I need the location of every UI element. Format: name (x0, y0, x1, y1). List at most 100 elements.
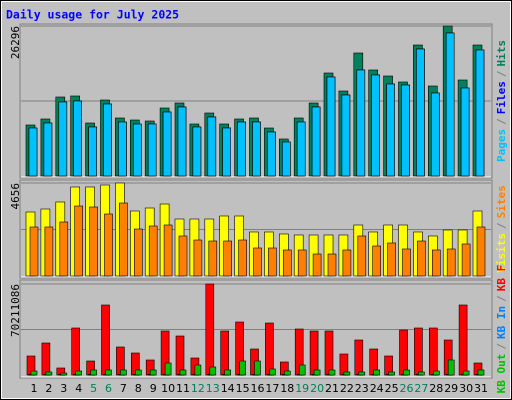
bar (447, 359, 455, 376)
y-tick-label: 26296 (9, 26, 22, 59)
legend-entry: Visits (495, 233, 508, 273)
bar (163, 224, 173, 277)
legend-entry: Hits (495, 40, 508, 67)
x-tick-label: 20 (310, 382, 324, 395)
x-tick-label: 18 (280, 382, 294, 395)
legend-entry: KB In (495, 306, 508, 339)
bar (313, 369, 321, 376)
y-tick-label: 4656 (9, 183, 22, 210)
x-tick-label: 8 (135, 382, 142, 395)
bar (357, 235, 367, 277)
x-tick-label: 1 (31, 382, 38, 395)
legend: Visits / Sites (495, 185, 508, 273)
bar (311, 106, 321, 177)
x-tick-label: 29 (444, 382, 458, 395)
bar (179, 369, 187, 376)
bar (267, 131, 276, 177)
bar (309, 330, 319, 376)
bar (327, 253, 337, 277)
x-tick-label: 24 (370, 382, 384, 395)
x-tick-label: 30 (459, 382, 473, 395)
bar (208, 240, 218, 277)
x-tick-label: 28 (429, 382, 443, 395)
x-tick-label: 23 (355, 382, 369, 395)
bar (476, 226, 486, 277)
bar (414, 327, 423, 376)
bar (44, 226, 54, 277)
legend-separator: / (495, 222, 508, 229)
y-tick-label: 70211086 (9, 284, 22, 337)
bar (133, 123, 142, 177)
x-tick-label: 9 (150, 382, 157, 395)
bar (73, 100, 82, 177)
bar (458, 304, 468, 376)
bar (462, 370, 470, 376)
bar (60, 372, 68, 376)
bar (356, 69, 366, 177)
bar (43, 122, 53, 177)
legend-entry: Sites (495, 185, 508, 218)
chart-title: Daily usage for July 2025 (6, 8, 179, 22)
bar (238, 239, 247, 277)
bar (205, 283, 215, 376)
bar (475, 49, 485, 177)
bar (388, 371, 395, 376)
bar (269, 368, 276, 376)
bar (149, 369, 157, 376)
bar (252, 121, 261, 177)
bar (148, 225, 158, 277)
x-tick-label: 17 (265, 382, 279, 395)
bar (177, 106, 187, 177)
bar (75, 370, 82, 376)
bar (29, 226, 39, 277)
x-tick-label: 26 (400, 382, 414, 395)
bar (74, 205, 83, 277)
x-tick-label: 7 (120, 382, 127, 395)
x-tick-label: 19 (295, 382, 309, 395)
bar (119, 202, 128, 277)
bar (58, 101, 68, 177)
bar (461, 243, 471, 277)
legend-entry: KB F (495, 265, 508, 292)
x-tick-label: 31 (474, 382, 488, 395)
bar (105, 369, 112, 376)
bar (71, 327, 80, 376)
bar (343, 371, 351, 376)
x-tick-label: 6 (105, 382, 112, 395)
bar (312, 253, 322, 277)
bar (324, 330, 334, 376)
bar (253, 247, 262, 277)
bar (341, 94, 351, 177)
bar (147, 123, 157, 177)
bar (118, 121, 127, 177)
x-tick-label: 16 (251, 382, 265, 395)
bar (45, 371, 53, 376)
bar (120, 369, 127, 376)
bar (254, 360, 261, 376)
bar (371, 74, 381, 177)
bar (417, 240, 426, 277)
bar (209, 366, 217, 376)
legend: Pages / Files / Hits (495, 40, 508, 162)
bar (194, 364, 202, 376)
bar (445, 32, 455, 177)
bar (265, 322, 274, 376)
legend-separator: / (495, 70, 508, 77)
bar (354, 339, 364, 376)
bar (386, 83, 395, 177)
bar (446, 248, 456, 277)
bar (281, 141, 291, 177)
bar (399, 329, 408, 376)
bar (418, 371, 425, 376)
legend-entry: Files (495, 81, 508, 114)
x-tick-label: 10 (161, 382, 175, 395)
bar (326, 76, 336, 177)
bar (220, 330, 229, 376)
x-tick-label: 13 (206, 382, 220, 395)
bar (373, 369, 381, 376)
bar (207, 116, 217, 177)
bar (89, 206, 98, 277)
bar (460, 87, 470, 177)
